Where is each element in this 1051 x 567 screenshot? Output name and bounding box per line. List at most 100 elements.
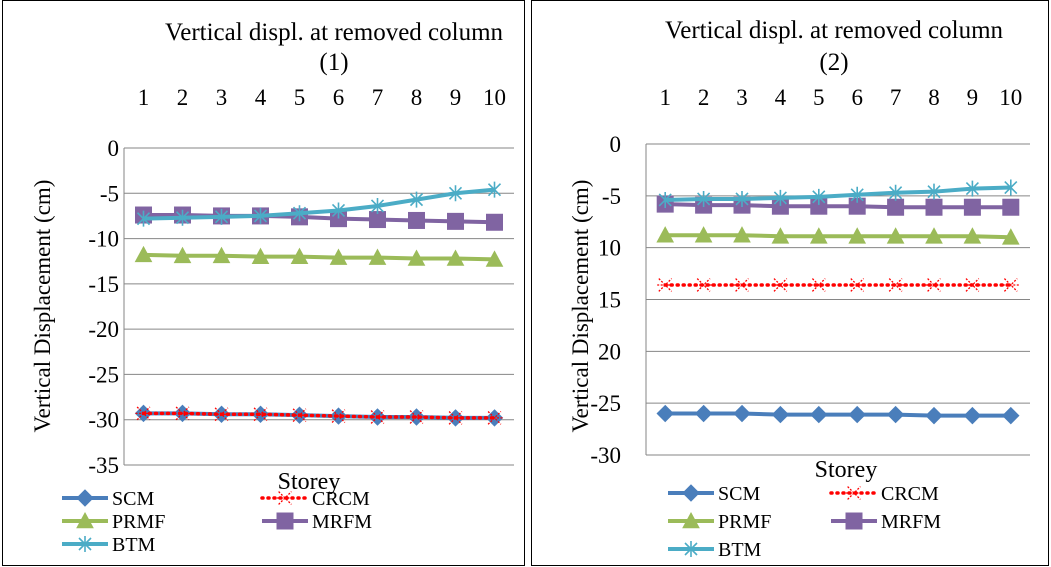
chart-2-point-prmf <box>733 226 751 243</box>
chart-panel-2: Vertical displ. at removed column (2) 1 2 3 4… <box>531 0 1049 566</box>
chart-1-point-btm <box>331 202 346 219</box>
chart-1-point-prmf <box>446 249 465 266</box>
chart-1-point-prmf <box>329 248 348 265</box>
chart-2-point-scm <box>810 405 828 424</box>
chart-2-x-tick-label: 5 <box>813 85 825 110</box>
chart-1-x-tick-label: 8 <box>411 85 423 110</box>
chart-2-series-crcm <box>657 278 1019 292</box>
chart-1-y-tick-label: -20 <box>88 317 119 342</box>
chart-1-point-btm <box>409 191 424 208</box>
chart-2-legend-marker-prmf <box>682 511 700 529</box>
chart-2-point-scm <box>886 405 905 424</box>
chart-2-series-scm <box>656 404 1020 425</box>
chart-2-point-crcm <box>887 278 904 292</box>
chart-1-x-tick-label: 5 <box>294 85 306 110</box>
chart-1-point-crcm <box>291 408 308 423</box>
chart-1-svg: Vertical displ. at removed column (1) 1 2 3 4… <box>30 19 514 556</box>
chart-2-point-scm <box>771 405 790 424</box>
chart-2-point-crcm <box>695 278 712 292</box>
chart-1-series-prmf <box>134 245 504 267</box>
chart-2-y-tick-label: 20 <box>598 339 621 364</box>
chart-2-point-btm <box>850 186 864 203</box>
chart-2-point-scm <box>694 404 713 423</box>
chart-2-x-tick-label: 1 <box>659 85 671 110</box>
chart-1-legend-label-btm: BTM <box>112 534 156 556</box>
chart-2-x-tick-label: 4 <box>775 85 787 110</box>
chart-2-point-prmf <box>848 227 867 244</box>
chart-2-point-prmf <box>925 227 943 244</box>
chart-2-x-tick-label: 8 <box>928 85 940 110</box>
chart-1-legend-marker-btm <box>78 536 92 552</box>
chart-1-legend-label-prmf: PRMF <box>112 511 165 533</box>
chart-1-y-tick-label: 0 <box>108 136 120 161</box>
chart-2-point-btm <box>735 190 749 207</box>
chart-2-point-crcm <box>1002 278 1019 292</box>
chart-2-x-tick-label: 9 <box>967 85 979 110</box>
chart-2-series-line-prmf <box>665 233 1011 240</box>
chart-2-x-tick-label: 7 <box>890 85 902 110</box>
chart-2-point-btm <box>1004 179 1018 196</box>
chart-2-series-line-btm <box>665 185 1011 202</box>
chart-1-y-tick-label: -35 <box>88 453 119 478</box>
chart-2-point-btm <box>927 183 941 200</box>
chart-panel-1: Vertical displ. at removed column (1) 1 2 3 4… <box>2 0 525 566</box>
chart-2-point-crcm <box>772 278 789 292</box>
chart-2-point-btm <box>812 188 826 205</box>
chart-1-point-prmf <box>173 246 192 264</box>
chart-2-point-crcm <box>810 278 827 292</box>
chart-2-y-tick-label: 15 <box>598 288 621 313</box>
chart-1-y-tick-label: -15 <box>88 272 119 297</box>
chart-2-y-tick-label: 0 <box>610 132 622 157</box>
chart-1-point-prmf <box>368 248 387 265</box>
chart-2-point-scm <box>848 405 866 424</box>
chart-2-point-scm <box>1002 406 1020 425</box>
chart-2-point-btm <box>697 190 711 207</box>
chart-2-point-mrfm <box>1002 198 1020 216</box>
chart-2-point-prmf <box>656 226 675 243</box>
chart-2-point-crcm <box>657 278 674 292</box>
chart-2-x-tick-label: 3 <box>736 85 748 110</box>
chart-2-point-btm <box>889 184 903 201</box>
chart-2-x-tick-label: 2 <box>698 85 710 110</box>
chart-2-legend-marker-crcm <box>846 486 862 500</box>
chart-1-x-tick-label: 6 <box>333 85 345 110</box>
chart-1-point-crcm <box>135 406 152 421</box>
chart-1-point-prmf <box>290 247 309 264</box>
chart-1-point-prmf <box>407 249 426 266</box>
chart-2-x-tick-label: 10 <box>999 85 1022 110</box>
chart-1-point-btm <box>175 209 190 226</box>
chart-2-point-prmf <box>1001 228 1020 245</box>
chart-2-y-tick-label: -30 <box>590 443 621 468</box>
chart-1-point-prmf <box>134 245 153 263</box>
chart-1-series-line-prmf <box>143 252 495 262</box>
chart-1-legend-label-mrfm: MRFM <box>312 511 372 533</box>
chart-2-legend-marker-btm <box>684 541 698 557</box>
chart-1-point-crcm <box>369 410 386 424</box>
chart-2-point-btm <box>658 191 672 208</box>
chart-2-legend-label-scm: SCM <box>718 483 760 505</box>
chart-1-legend-marker-mrfm <box>276 512 294 530</box>
chart-2-point-crcm <box>734 278 750 292</box>
chart-1-legend-label-scm: SCM <box>112 488 154 510</box>
chart-2-svg: Vertical displ. at removed column (2) 1 2 3 4… <box>568 17 1030 561</box>
chart-1-point-crcm <box>486 411 503 425</box>
chart-2-title-line-2: (2) <box>819 49 848 76</box>
chart-2-point-prmf <box>694 226 713 243</box>
chart-2-point-btm <box>773 189 787 206</box>
chart-1-legend-label-crcm: CRCM <box>312 488 370 510</box>
chart-2-point-mrfm <box>887 198 905 216</box>
chart-1-legend-marker-prmf <box>76 511 94 529</box>
chart-1-point-btm <box>487 181 502 198</box>
chart-1-point-crcm <box>252 407 269 422</box>
chart-1-x-tick-label: 9 <box>450 85 462 110</box>
chart-2-x-axis-title: Storey <box>815 457 878 483</box>
chart-1-x-tick-label: 7 <box>372 85 384 110</box>
chart-1-point-crcm <box>408 410 425 424</box>
chart-1-point-btm <box>448 185 463 202</box>
chart-1-series-btm <box>136 181 502 227</box>
chart-1-series-crcm <box>135 406 503 425</box>
chart-2-y-tick-label: -25 <box>590 391 621 416</box>
chart-2-point-mrfm <box>925 198 943 216</box>
chart-1-point-mrfm <box>447 212 464 230</box>
chart-1-y-tick-label: -10 <box>88 227 119 252</box>
